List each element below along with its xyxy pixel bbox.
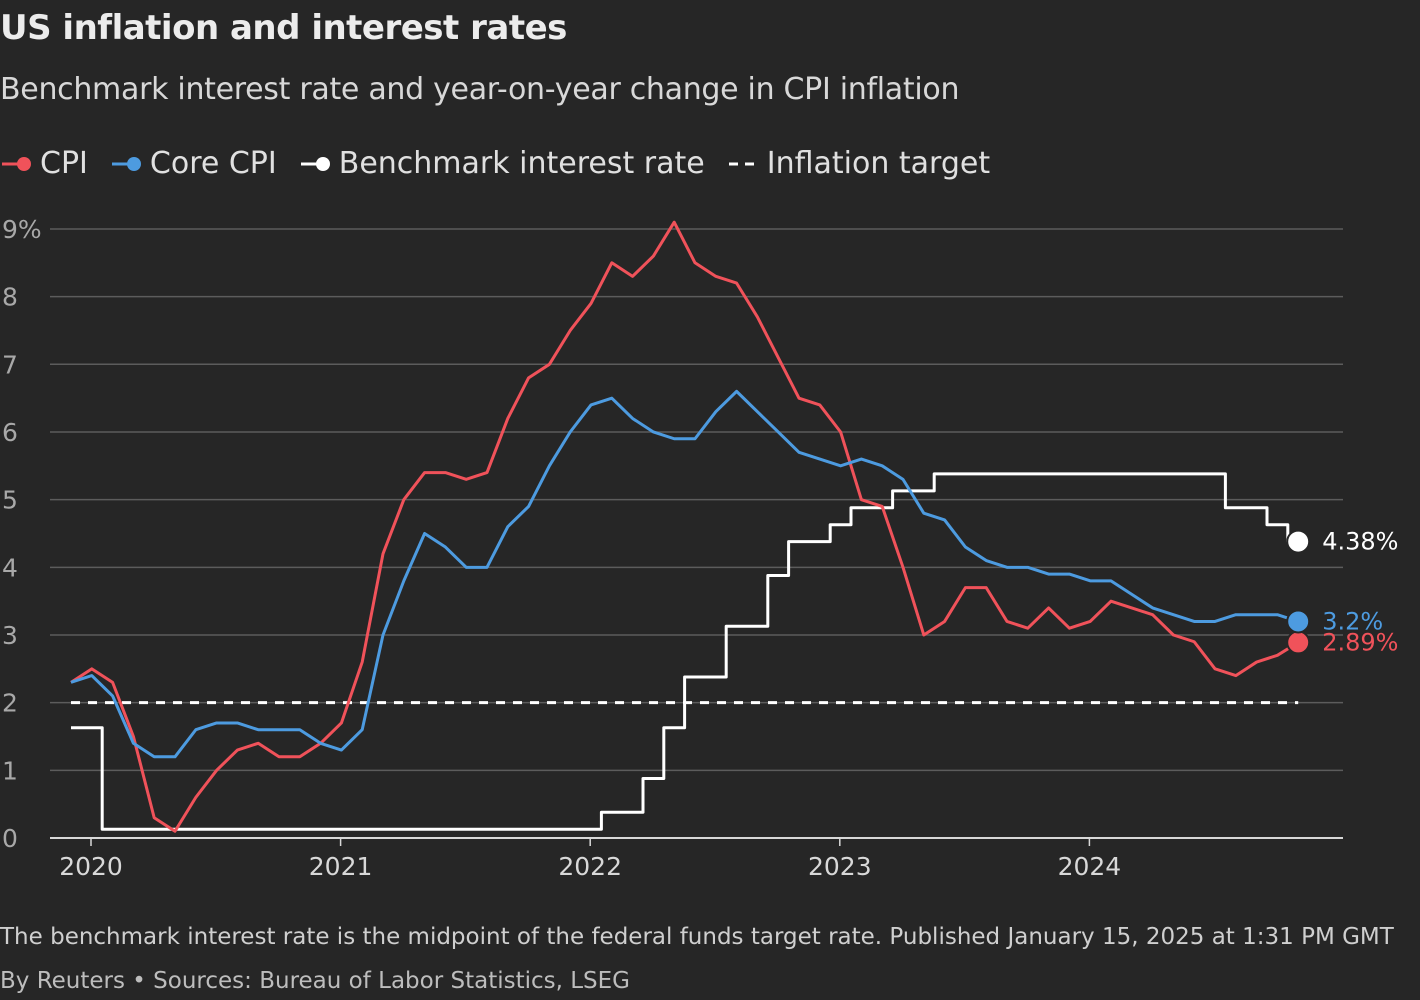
chart-credit: By Reuters • Sources: Bureau of Labor St… bbox=[0, 968, 631, 994]
legend-item-inflation-target: Inflation target bbox=[727, 146, 990, 181]
core-cpi-swatch-icon bbox=[111, 156, 141, 171]
chart-title: US inflation and interest rates bbox=[0, 8, 567, 48]
chart-legend: CPI Core CPI Benchmark interest rate Inf… bbox=[0, 146, 1012, 181]
series-line-cpi bbox=[70, 220, 1299, 833]
series-line-core-cpi-end-dot bbox=[1286, 609, 1311, 634]
chart-subtitle: Benchmark interest rate and year-on-year… bbox=[0, 72, 960, 107]
x-tick-label: 2023 bbox=[808, 852, 872, 881]
y-tick-label: 7 bbox=[2, 350, 18, 379]
y-tick-label: 9% bbox=[2, 215, 42, 244]
series-line-cpi-end-label: 2.89% bbox=[1322, 628, 1398, 656]
legend-label-cpi: CPI bbox=[40, 146, 88, 181]
y-tick-label: 4 bbox=[2, 553, 18, 582]
benchmark-rate-swatch-icon bbox=[300, 156, 330, 171]
y-tick-label: 6 bbox=[2, 418, 18, 447]
y-tick-label: 2 bbox=[2, 689, 18, 718]
legend-item-core-cpi: Core CPI bbox=[110, 146, 277, 181]
x-tick-label: 2020 bbox=[59, 852, 123, 881]
series-line-cpi-end-dot bbox=[1286, 630, 1311, 655]
chart-footnote: The benchmark interest rate is the midpo… bbox=[0, 924, 1394, 950]
series-line-core-cpi bbox=[70, 389, 1299, 759]
x-tick-label: 2022 bbox=[558, 852, 622, 881]
x-tick-label: 2021 bbox=[309, 852, 373, 881]
series-line-core-cpi-end-label: 3.2% bbox=[1322, 607, 1383, 635]
legend-label-core-cpi: Core CPI bbox=[149, 146, 277, 181]
y-tick-label: 0 bbox=[2, 824, 18, 853]
legend-item-benchmark-rate: Benchmark interest rate bbox=[299, 146, 705, 181]
y-tick-label: 5 bbox=[2, 486, 18, 515]
inflation-target-swatch-icon bbox=[728, 162, 759, 165]
series-line-benchmark-interest-rate bbox=[71, 472, 1299, 831]
series-line-benchmark-interest-rate-end-dot bbox=[1286, 529, 1311, 554]
series-line-benchmark-interest-rate-end-label: 4.38% bbox=[1322, 528, 1398, 556]
legend-label-inflation-target: Inflation target bbox=[766, 146, 991, 181]
legend-label-benchmark-rate: Benchmark interest rate bbox=[338, 146, 705, 181]
x-tick-label: 2024 bbox=[1058, 852, 1122, 881]
cpi-swatch-icon bbox=[2, 156, 31, 171]
y-tick-label: 8 bbox=[2, 283, 18, 312]
legend-item-cpi: CPI bbox=[0, 146, 88, 181]
y-tick-label: 1 bbox=[2, 756, 18, 785]
y-tick-label: 3 bbox=[2, 621, 18, 650]
